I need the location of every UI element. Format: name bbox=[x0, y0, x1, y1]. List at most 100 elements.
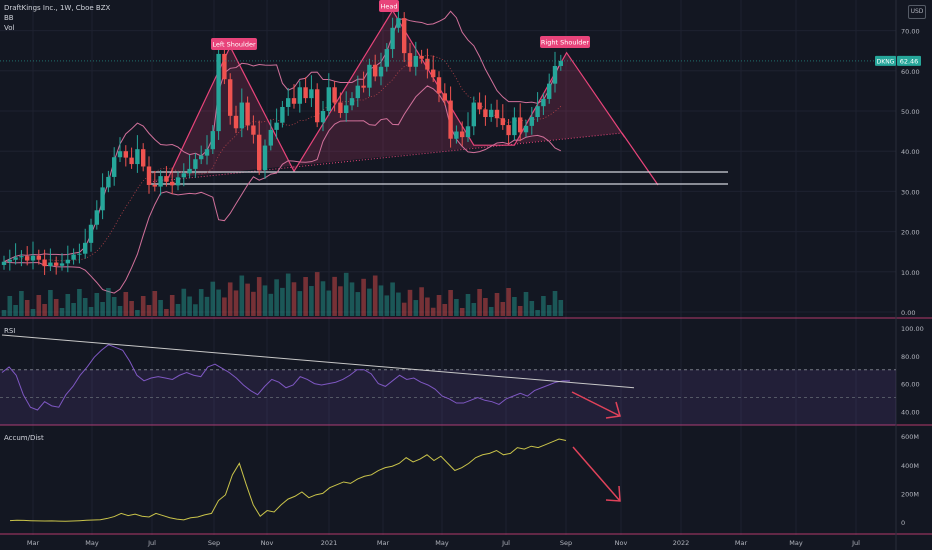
candle-body-71 bbox=[413, 55, 418, 67]
candle-body-75 bbox=[436, 77, 442, 94]
bb-upper bbox=[3, 10, 562, 263]
volume-bar-20 bbox=[117, 306, 123, 316]
candle-body-94 bbox=[547, 83, 552, 99]
volume-bar-54 bbox=[314, 272, 320, 316]
price-tag bbox=[897, 55, 921, 66]
volume-bar-28 bbox=[164, 309, 169, 316]
rsi-tick-label: 40.00 bbox=[901, 408, 920, 416]
ad-tick-label: 0 bbox=[901, 519, 905, 527]
candle-body-57 bbox=[332, 87, 337, 103]
candle-body-39 bbox=[228, 79, 233, 116]
volume-bar-7 bbox=[42, 304, 47, 316]
price-tag-text: 62.46 bbox=[900, 57, 919, 65]
candle-body-29 bbox=[170, 181, 175, 186]
candle-body-23 bbox=[135, 149, 140, 165]
ad-tick-label: 600M bbox=[901, 433, 919, 441]
price-tick-label: 20.00 bbox=[901, 229, 920, 237]
candle-body-83 bbox=[483, 109, 488, 118]
volume-bar-34 bbox=[198, 289, 204, 316]
candle-body-74 bbox=[431, 69, 436, 78]
volume-bar-35 bbox=[204, 296, 210, 316]
candle-body-61 bbox=[355, 85, 360, 99]
x-tick-label: Jul bbox=[147, 539, 156, 547]
bb-indicator-label[interactable]: BB bbox=[4, 14, 14, 22]
volume-bar-42 bbox=[245, 283, 250, 316]
x-tick-label: Nov bbox=[261, 539, 274, 547]
volume-bar-16 bbox=[94, 293, 100, 316]
volume-bar-53 bbox=[309, 286, 314, 316]
volume-bar-73 bbox=[425, 297, 430, 316]
x-tick-label: May bbox=[789, 539, 803, 547]
label-head-bg bbox=[379, 0, 399, 12]
volume-bar-71 bbox=[413, 300, 419, 316]
x-tick-label: Mar bbox=[377, 539, 390, 547]
volume-bar-25 bbox=[146, 305, 152, 316]
x-tick-label: Jul bbox=[501, 539, 510, 547]
pattern-outline bbox=[165, 9, 659, 186]
candle-body-56 bbox=[326, 87, 331, 111]
candle-body-24 bbox=[141, 149, 146, 167]
volume-bar-89 bbox=[517, 306, 523, 316]
volume-bar-69 bbox=[401, 302, 407, 316]
neckline bbox=[149, 132, 623, 183]
label-head: Head bbox=[381, 3, 398, 11]
candle-body-91 bbox=[529, 117, 534, 126]
volume-bar-85 bbox=[494, 293, 500, 316]
currency-badge[interactable]: USD bbox=[908, 5, 926, 19]
volume-bar-90 bbox=[523, 292, 529, 316]
candle-body-7 bbox=[42, 259, 47, 267]
volume-bar-80 bbox=[465, 294, 471, 316]
x-tick-label: Sep bbox=[208, 539, 220, 547]
volume-indicator-label[interactable]: Vol bbox=[4, 24, 15, 32]
candle-body-34 bbox=[199, 155, 204, 160]
volume-bar-44 bbox=[256, 277, 262, 316]
volume-bar-50 bbox=[291, 282, 297, 316]
volume-bar-27 bbox=[158, 300, 163, 316]
volume-bar-72 bbox=[419, 287, 424, 316]
candle-body-96 bbox=[558, 60, 563, 66]
candle-body-40 bbox=[233, 115, 239, 129]
volume-bar-15 bbox=[88, 307, 94, 316]
chart-title: DraftKings Inc., 1W, Cboe BZX bbox=[4, 4, 111, 12]
candle-body-32 bbox=[187, 168, 192, 174]
bb-basis bbox=[3, 54, 562, 263]
candle-body-78 bbox=[454, 131, 459, 139]
annotation-labels: Left Shoulder Head Right Shoulder bbox=[211, 0, 590, 50]
x-tick-label: 2022 bbox=[673, 539, 690, 547]
candle-body-11 bbox=[65, 259, 70, 264]
candle-body-55 bbox=[320, 111, 326, 123]
price-tick-label: 50.00 bbox=[901, 108, 920, 116]
rsi-line bbox=[1, 344, 570, 411]
volume-bar-33 bbox=[193, 304, 198, 316]
volume-bar-75 bbox=[436, 295, 442, 316]
volume-bar-57 bbox=[332, 276, 337, 316]
candle-body-66 bbox=[384, 49, 389, 67]
candle-body-1 bbox=[7, 259, 12, 262]
candle-body-37 bbox=[216, 53, 221, 132]
volume-bar-37 bbox=[216, 289, 221, 316]
volume-bars bbox=[1, 272, 564, 316]
candle-body-80 bbox=[465, 126, 471, 138]
candle-body-14 bbox=[83, 242, 88, 254]
candle-body-31 bbox=[181, 173, 186, 178]
candle-body-68 bbox=[396, 18, 401, 28]
rsi-pane bbox=[0, 334, 896, 426]
volume-bar-18 bbox=[106, 288, 111, 316]
candle-body-27 bbox=[158, 176, 163, 187]
price-tick-label: 0.00 bbox=[901, 309, 915, 317]
candle-body-60 bbox=[349, 98, 355, 106]
candle-body-22 bbox=[129, 157, 134, 165]
candle-body-64 bbox=[373, 64, 378, 77]
candle-body-3 bbox=[19, 256, 24, 258]
candle-body-58 bbox=[338, 102, 343, 114]
candle-body-86 bbox=[500, 118, 505, 126]
candle-body-95 bbox=[552, 65, 558, 84]
x-tick-label: Nov bbox=[615, 539, 628, 547]
ad-tick-label: 200M bbox=[901, 490, 919, 498]
candle-body-59 bbox=[344, 105, 349, 114]
rsi-down-arrowhead bbox=[605, 401, 621, 419]
candle-body-81 bbox=[471, 102, 476, 127]
candle-body-88 bbox=[512, 117, 517, 136]
volume-bar-46 bbox=[268, 293, 274, 316]
candle-body-73 bbox=[425, 58, 430, 70]
